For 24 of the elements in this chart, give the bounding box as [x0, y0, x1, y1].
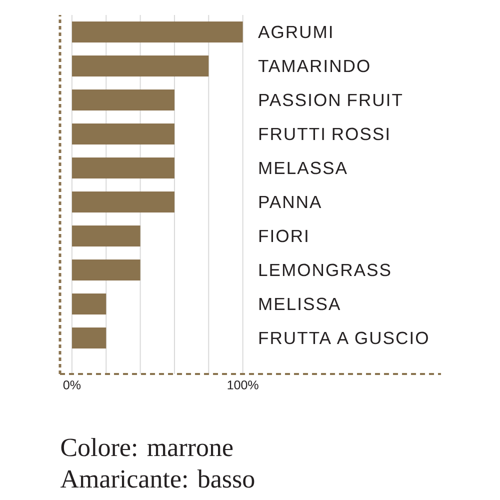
bar [72, 327, 106, 348]
y-tick-label: LEMONGRASS [259, 264, 390, 276]
bar [72, 293, 106, 314]
x-tick-label: 100% [228, 380, 258, 390]
bar [72, 123, 174, 144]
bar [72, 157, 174, 178]
bar [72, 259, 140, 280]
y-tick-label: FRUTTI ROSSI [259, 128, 388, 140]
y-tick-label: MELASSA [259, 162, 347, 174]
bar [72, 191, 174, 212]
x-tick-label: 0% [63, 380, 81, 390]
y-tick-label: MELISSA [259, 298, 340, 310]
y-tick-label: TAMARINDO [258, 60, 370, 72]
y-tick-label: AGRUMI [258, 26, 332, 38]
y-tick-label: PANNA [259, 196, 322, 208]
y-tick-label: FIORI [259, 230, 308, 242]
bar [72, 89, 174, 110]
bar [72, 225, 140, 246]
text: Colore: marrone [61, 438, 233, 456]
y-tick-label: FRUTTA A GUSCIO [259, 332, 428, 344]
y-tick-label: PASSION FRUIT [259, 94, 402, 106]
text: Amaricante: basso [60, 469, 254, 488]
bar [72, 55, 209, 76]
bar [72, 21, 243, 42]
